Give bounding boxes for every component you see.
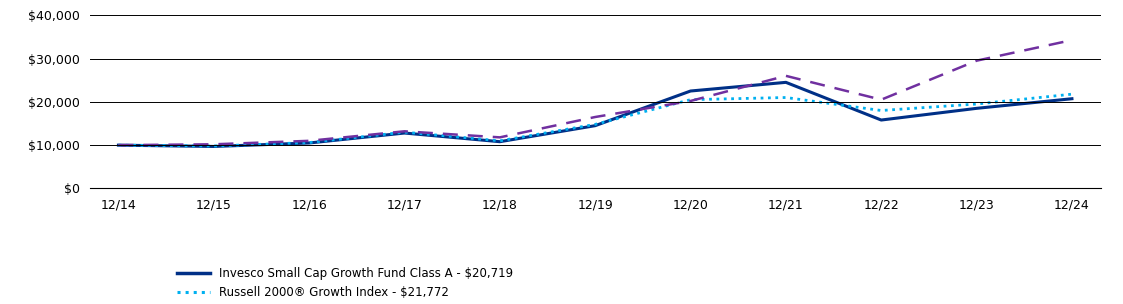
- S&P 500® Index - $34,254: [207, 143, 220, 146]
- Russell 2000® Growth Index - $21,772: [779, 96, 793, 99]
- Line: Invesco Small Cap Growth Fund Class A - $20,719: Invesco Small Cap Growth Fund Class A - …: [118, 82, 1072, 147]
- Invesco Small Cap Growth Fund Class A - $20,719: [588, 124, 602, 127]
- Invesco Small Cap Growth Fund Class A - $20,719: [684, 89, 697, 93]
- Russell 2000® Growth Index - $21,772: [398, 130, 411, 134]
- Invesco Small Cap Growth Fund Class A - $20,719: [875, 118, 888, 122]
- S&P 500® Index - $34,254: [875, 98, 888, 102]
- Legend: Invesco Small Cap Growth Fund Class A - $20,719, Russell 2000® Growth Index - $2: Invesco Small Cap Growth Fund Class A - …: [176, 267, 513, 304]
- Invesco Small Cap Growth Fund Class A - $20,719: [493, 140, 506, 143]
- Line: S&P 500® Index - $34,254: S&P 500® Index - $34,254: [118, 40, 1072, 145]
- Russell 2000® Growth Index - $21,772: [302, 141, 316, 144]
- Invesco Small Cap Growth Fund Class A - $20,719: [111, 143, 125, 147]
- S&P 500® Index - $34,254: [588, 115, 602, 119]
- Russell 2000® Growth Index - $21,772: [207, 144, 220, 148]
- Line: Russell 2000® Growth Index - $21,772: Russell 2000® Growth Index - $21,772: [118, 94, 1072, 146]
- Invesco Small Cap Growth Fund Class A - $20,719: [302, 141, 316, 145]
- Invesco Small Cap Growth Fund Class A - $20,719: [207, 145, 220, 148]
- Russell 2000® Growth Index - $21,772: [1066, 92, 1079, 96]
- S&P 500® Index - $34,254: [970, 59, 984, 63]
- Russell 2000® Growth Index - $21,772: [970, 102, 984, 106]
- S&P 500® Index - $34,254: [111, 143, 125, 147]
- Russell 2000® Growth Index - $21,772: [684, 98, 697, 102]
- Russell 2000® Growth Index - $21,772: [588, 123, 602, 126]
- S&P 500® Index - $34,254: [779, 74, 793, 78]
- Russell 2000® Growth Index - $21,772: [111, 143, 125, 147]
- Invesco Small Cap Growth Fund Class A - $20,719: [398, 131, 411, 135]
- Invesco Small Cap Growth Fund Class A - $20,719: [1066, 97, 1079, 101]
- Invesco Small Cap Growth Fund Class A - $20,719: [779, 81, 793, 84]
- S&P 500® Index - $34,254: [398, 130, 411, 133]
- S&P 500® Index - $34,254: [684, 99, 697, 103]
- S&P 500® Index - $34,254: [1066, 38, 1079, 42]
- Russell 2000® Growth Index - $21,772: [875, 109, 888, 112]
- Russell 2000® Growth Index - $21,772: [493, 139, 506, 143]
- S&P 500® Index - $34,254: [302, 139, 316, 143]
- S&P 500® Index - $34,254: [493, 136, 506, 139]
- Invesco Small Cap Growth Fund Class A - $20,719: [970, 106, 984, 110]
